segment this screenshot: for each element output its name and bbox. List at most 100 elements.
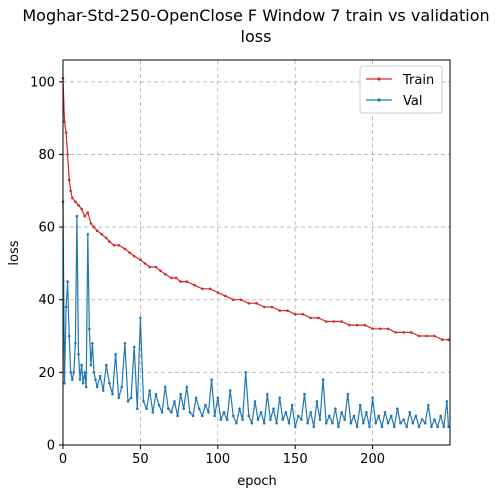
- val-point: [362, 421, 365, 425]
- train-point: [148, 265, 151, 269]
- y-tick-label: 20: [38, 366, 55, 381]
- val-point: [337, 425, 340, 429]
- train-point: [100, 233, 103, 236]
- train-point: [95, 229, 99, 232]
- val-point: [389, 414, 393, 418]
- val-point: [383, 411, 387, 414]
- val-point: [194, 396, 198, 400]
- val-point: [167, 407, 170, 411]
- chart-title-line-1: Moghar-Std-250-OpenClose F Window 7 trai…: [22, 6, 489, 25]
- y-tick-label: 40: [38, 293, 55, 308]
- val-point: [306, 421, 309, 425]
- train-point: [447, 338, 450, 342]
- val-point: [222, 411, 226, 414]
- val-point: [427, 403, 430, 407]
- train-point: [71, 196, 74, 200]
- val-point: [148, 389, 151, 392]
- train-point: [286, 309, 289, 312]
- val-point: [139, 316, 142, 320]
- train-point: [163, 273, 167, 276]
- train-point: [174, 276, 178, 280]
- train-point: [386, 327, 390, 331]
- legend-train-marker: [377, 77, 381, 81]
- val-point: [80, 363, 83, 367]
- y-tick-label: 0: [47, 439, 55, 454]
- val-point: [219, 418, 223, 421]
- train-point: [139, 258, 142, 262]
- train-point: [154, 265, 158, 269]
- train-point: [247, 302, 251, 305]
- x-tick-label: 100: [205, 452, 230, 467]
- val-point: [210, 378, 213, 381]
- val-point: [417, 425, 421, 429]
- val-point: [396, 407, 399, 411]
- x-tick-label: 0: [59, 452, 67, 467]
- val-point: [331, 421, 334, 425]
- train-point: [80, 207, 83, 211]
- val-point: [126, 400, 130, 403]
- val-point: [393, 425, 396, 429]
- train-point: [355, 323, 359, 327]
- val-point: [318, 418, 322, 421]
- ticks: 0 50 100 150 200 0 20 40 60 80 100: [30, 75, 385, 467]
- val-point: [216, 396, 220, 400]
- val-point: [228, 389, 232, 392]
- val-point: [423, 421, 427, 425]
- val-point: [343, 418, 347, 421]
- val-point: [358, 403, 362, 407]
- train-point: [132, 254, 136, 258]
- train-point: [201, 287, 204, 291]
- train-point: [89, 222, 93, 225]
- val-point: [108, 382, 111, 385]
- train-point: [159, 269, 162, 273]
- val-point: [142, 400, 145, 403]
- train-point: [66, 153, 69, 156]
- train-point: [185, 280, 189, 283]
- val-point: [445, 400, 449, 403]
- y-tick-label: 100: [30, 75, 55, 90]
- val-point: [328, 414, 331, 418]
- train-point: [363, 323, 367, 327]
- val-point: [250, 421, 254, 425]
- train-point: [224, 294, 227, 298]
- train-point: [379, 327, 382, 331]
- train-point: [63, 120, 66, 123]
- train-point: [86, 211, 90, 214]
- legend-val-label: Val: [403, 94, 422, 109]
- val-point: [374, 421, 378, 425]
- train-point: [64, 131, 68, 134]
- train-point: [324, 320, 328, 323]
- val-point: [77, 352, 80, 356]
- val-point: [430, 425, 433, 429]
- train-point: [83, 214, 86, 218]
- val-point: [275, 421, 278, 425]
- val-point: [225, 418, 229, 421]
- val-point: [405, 425, 409, 429]
- y-tick-label: 80: [38, 148, 55, 163]
- val-point: [349, 421, 353, 425]
- val-point: [170, 411, 173, 414]
- val-point: [176, 414, 179, 418]
- plot-frame: [62, 59, 451, 446]
- val-point: [88, 327, 91, 331]
- val-point: [297, 414, 300, 418]
- val-point: [235, 421, 238, 425]
- train-point: [348, 323, 351, 327]
- train-point: [143, 262, 147, 265]
- val-point: [160, 411, 164, 414]
- x-axis-label: epoch: [237, 474, 277, 489]
- val-point: [290, 403, 294, 407]
- val-point: [340, 411, 343, 414]
- val-point: [66, 280, 69, 283]
- val-point: [247, 414, 251, 418]
- x-tick-label: 200: [360, 452, 385, 467]
- series-layer: [61, 76, 450, 429]
- val-point: [72, 371, 76, 374]
- val-point: [213, 414, 216, 418]
- val-point: [371, 396, 374, 400]
- val-point: [98, 374, 102, 378]
- val-point: [334, 407, 337, 411]
- val-point: [84, 385, 88, 389]
- train-point: [69, 189, 72, 193]
